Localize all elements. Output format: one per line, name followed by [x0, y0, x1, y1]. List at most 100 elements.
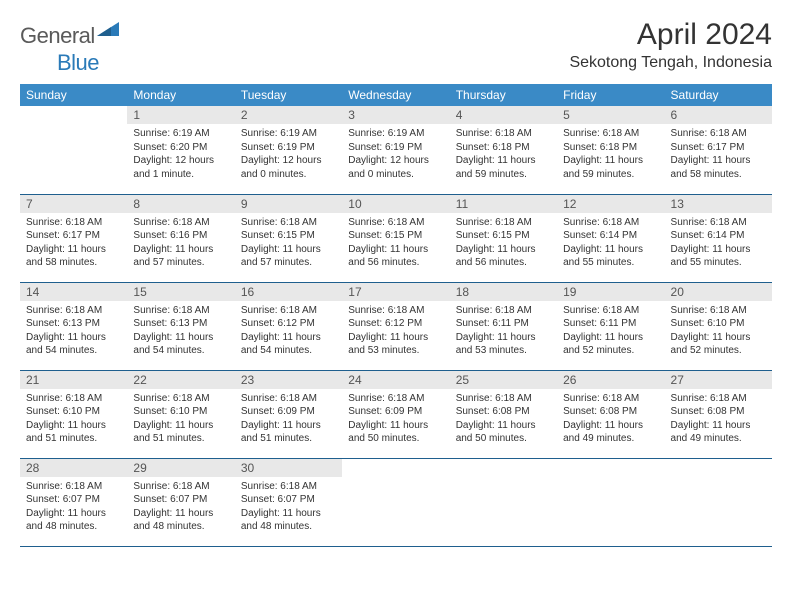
day-number: 2: [235, 106, 342, 124]
day-details: Sunrise: 6:18 AMSunset: 6:15 PMDaylight:…: [342, 213, 449, 274]
day-number: 28: [20, 459, 127, 477]
calendar-day-cell: 9Sunrise: 6:18 AMSunset: 6:15 PMDaylight…: [235, 194, 342, 282]
day-number: 21: [20, 371, 127, 389]
calendar-day-cell: 20Sunrise: 6:18 AMSunset: 6:10 PMDayligh…: [665, 282, 772, 370]
logo: General: [20, 18, 119, 49]
day-number: 27: [665, 371, 772, 389]
calendar-day-cell: 17Sunrise: 6:18 AMSunset: 6:12 PMDayligh…: [342, 282, 449, 370]
calendar-day-cell: 3Sunrise: 6:19 AMSunset: 6:19 PMDaylight…: [342, 106, 449, 194]
calendar-day-cell: 30Sunrise: 6:18 AMSunset: 6:07 PMDayligh…: [235, 458, 342, 546]
calendar-day-cell: 24Sunrise: 6:18 AMSunset: 6:09 PMDayligh…: [342, 370, 449, 458]
day-number: 12: [557, 195, 664, 213]
calendar-day-cell: [557, 458, 664, 546]
day-number: [557, 459, 664, 477]
day-number: 18: [450, 283, 557, 301]
calendar-week-row: 1Sunrise: 6:19 AMSunset: 6:20 PMDaylight…: [20, 106, 772, 194]
calendar-day-cell: [342, 458, 449, 546]
calendar-day-cell: 5Sunrise: 6:18 AMSunset: 6:18 PMDaylight…: [557, 106, 664, 194]
logo-text-blue: Blue: [57, 50, 99, 75]
calendar-day-cell: 13Sunrise: 6:18 AMSunset: 6:14 PMDayligh…: [665, 194, 772, 282]
calendar-page: General April 2024 Sekotong Tengah, Indo…: [0, 0, 792, 557]
day-details: Sunrise: 6:18 AMSunset: 6:08 PMDaylight:…: [557, 389, 664, 450]
day-details: Sunrise: 6:18 AMSunset: 6:15 PMDaylight:…: [450, 213, 557, 274]
calendar-day-cell: 23Sunrise: 6:18 AMSunset: 6:09 PMDayligh…: [235, 370, 342, 458]
day-number: 16: [235, 283, 342, 301]
calendar-day-cell: 6Sunrise: 6:18 AMSunset: 6:17 PMDaylight…: [665, 106, 772, 194]
day-number: 25: [450, 371, 557, 389]
calendar-day-cell: 7Sunrise: 6:18 AMSunset: 6:17 PMDaylight…: [20, 194, 127, 282]
weekday-header-wednesday: Wednesday: [342, 84, 449, 106]
day-details: Sunrise: 6:18 AMSunset: 6:11 PMDaylight:…: [557, 301, 664, 362]
month-title: April 2024: [569, 18, 772, 52]
day-number: 7: [20, 195, 127, 213]
day-details: Sunrise: 6:18 AMSunset: 6:18 PMDaylight:…: [450, 124, 557, 185]
title-block: April 2024 Sekotong Tengah, Indonesia: [569, 18, 772, 72]
calendar-day-cell: 19Sunrise: 6:18 AMSunset: 6:11 PMDayligh…: [557, 282, 664, 370]
day-details: Sunrise: 6:18 AMSunset: 6:18 PMDaylight:…: [557, 124, 664, 185]
day-details: Sunrise: 6:18 AMSunset: 6:12 PMDaylight:…: [342, 301, 449, 362]
day-number: 19: [557, 283, 664, 301]
calendar-day-cell: 28Sunrise: 6:18 AMSunset: 6:07 PMDayligh…: [20, 458, 127, 546]
calendar-week-row: 21Sunrise: 6:18 AMSunset: 6:10 PMDayligh…: [20, 370, 772, 458]
day-details: Sunrise: 6:18 AMSunset: 6:09 PMDaylight:…: [235, 389, 342, 450]
day-details: Sunrise: 6:18 AMSunset: 6:17 PMDaylight:…: [20, 213, 127, 274]
day-details: Sunrise: 6:18 AMSunset: 6:16 PMDaylight:…: [127, 213, 234, 274]
day-number: 8: [127, 195, 234, 213]
day-number: 26: [557, 371, 664, 389]
calendar-day-cell: 29Sunrise: 6:18 AMSunset: 6:07 PMDayligh…: [127, 458, 234, 546]
day-details: Sunrise: 6:18 AMSunset: 6:17 PMDaylight:…: [665, 124, 772, 185]
day-details: Sunrise: 6:18 AMSunset: 6:07 PMDaylight:…: [235, 477, 342, 538]
day-number: 10: [342, 195, 449, 213]
day-details: Sunrise: 6:18 AMSunset: 6:13 PMDaylight:…: [20, 301, 127, 362]
calendar-day-cell: [20, 106, 127, 194]
day-number: 15: [127, 283, 234, 301]
weekday-header-monday: Monday: [127, 84, 234, 106]
calendar-table: SundayMondayTuesdayWednesdayThursdayFrid…: [20, 84, 772, 547]
calendar-day-cell: 16Sunrise: 6:18 AMSunset: 6:12 PMDayligh…: [235, 282, 342, 370]
day-details: Sunrise: 6:18 AMSunset: 6:08 PMDaylight:…: [665, 389, 772, 450]
day-details: Sunrise: 6:18 AMSunset: 6:12 PMDaylight:…: [235, 301, 342, 362]
day-details: Sunrise: 6:18 AMSunset: 6:09 PMDaylight:…: [342, 389, 449, 450]
day-number: 24: [342, 371, 449, 389]
day-number: 1: [127, 106, 234, 124]
calendar-day-cell: 27Sunrise: 6:18 AMSunset: 6:08 PMDayligh…: [665, 370, 772, 458]
day-details: Sunrise: 6:18 AMSunset: 6:13 PMDaylight:…: [127, 301, 234, 362]
day-details: Sunrise: 6:18 AMSunset: 6:08 PMDaylight:…: [450, 389, 557, 450]
calendar-day-cell: 8Sunrise: 6:18 AMSunset: 6:16 PMDaylight…: [127, 194, 234, 282]
weekday-header-friday: Friday: [557, 84, 664, 106]
calendar-day-cell: 25Sunrise: 6:18 AMSunset: 6:08 PMDayligh…: [450, 370, 557, 458]
weekday-header-sunday: Sunday: [20, 84, 127, 106]
day-details: Sunrise: 6:18 AMSunset: 6:07 PMDaylight:…: [20, 477, 127, 538]
day-details: Sunrise: 6:18 AMSunset: 6:15 PMDaylight:…: [235, 213, 342, 274]
day-details: Sunrise: 6:18 AMSunset: 6:07 PMDaylight:…: [127, 477, 234, 538]
calendar-day-cell: 18Sunrise: 6:18 AMSunset: 6:11 PMDayligh…: [450, 282, 557, 370]
calendar-day-cell: 14Sunrise: 6:18 AMSunset: 6:13 PMDayligh…: [20, 282, 127, 370]
day-number: 3: [342, 106, 449, 124]
day-details: Sunrise: 6:19 AMSunset: 6:19 PMDaylight:…: [342, 124, 449, 185]
day-details: Sunrise: 6:18 AMSunset: 6:11 PMDaylight:…: [450, 301, 557, 362]
day-number: 13: [665, 195, 772, 213]
logo-triangle-icon: [97, 22, 119, 41]
day-number: 14: [20, 283, 127, 301]
day-number: 5: [557, 106, 664, 124]
day-number: 29: [127, 459, 234, 477]
day-details: Sunrise: 6:18 AMSunset: 6:14 PMDaylight:…: [665, 213, 772, 274]
day-details: Sunrise: 6:18 AMSunset: 6:10 PMDaylight:…: [127, 389, 234, 450]
day-number: 11: [450, 195, 557, 213]
day-number: 22: [127, 371, 234, 389]
day-number: 4: [450, 106, 557, 124]
day-number: [450, 459, 557, 477]
day-number: [342, 459, 449, 477]
calendar-day-cell: 21Sunrise: 6:18 AMSunset: 6:10 PMDayligh…: [20, 370, 127, 458]
day-details: Sunrise: 6:18 AMSunset: 6:10 PMDaylight:…: [665, 301, 772, 362]
calendar-day-cell: 15Sunrise: 6:18 AMSunset: 6:13 PMDayligh…: [127, 282, 234, 370]
calendar-day-cell: 12Sunrise: 6:18 AMSunset: 6:14 PMDayligh…: [557, 194, 664, 282]
calendar-week-row: 14Sunrise: 6:18 AMSunset: 6:13 PMDayligh…: [20, 282, 772, 370]
day-number: 9: [235, 195, 342, 213]
calendar-day-cell: 22Sunrise: 6:18 AMSunset: 6:10 PMDayligh…: [127, 370, 234, 458]
calendar-day-cell: 2Sunrise: 6:19 AMSunset: 6:19 PMDaylight…: [235, 106, 342, 194]
calendar-day-cell: 26Sunrise: 6:18 AMSunset: 6:08 PMDayligh…: [557, 370, 664, 458]
day-number: 20: [665, 283, 772, 301]
calendar-day-cell: 11Sunrise: 6:18 AMSunset: 6:15 PMDayligh…: [450, 194, 557, 282]
day-number: 30: [235, 459, 342, 477]
